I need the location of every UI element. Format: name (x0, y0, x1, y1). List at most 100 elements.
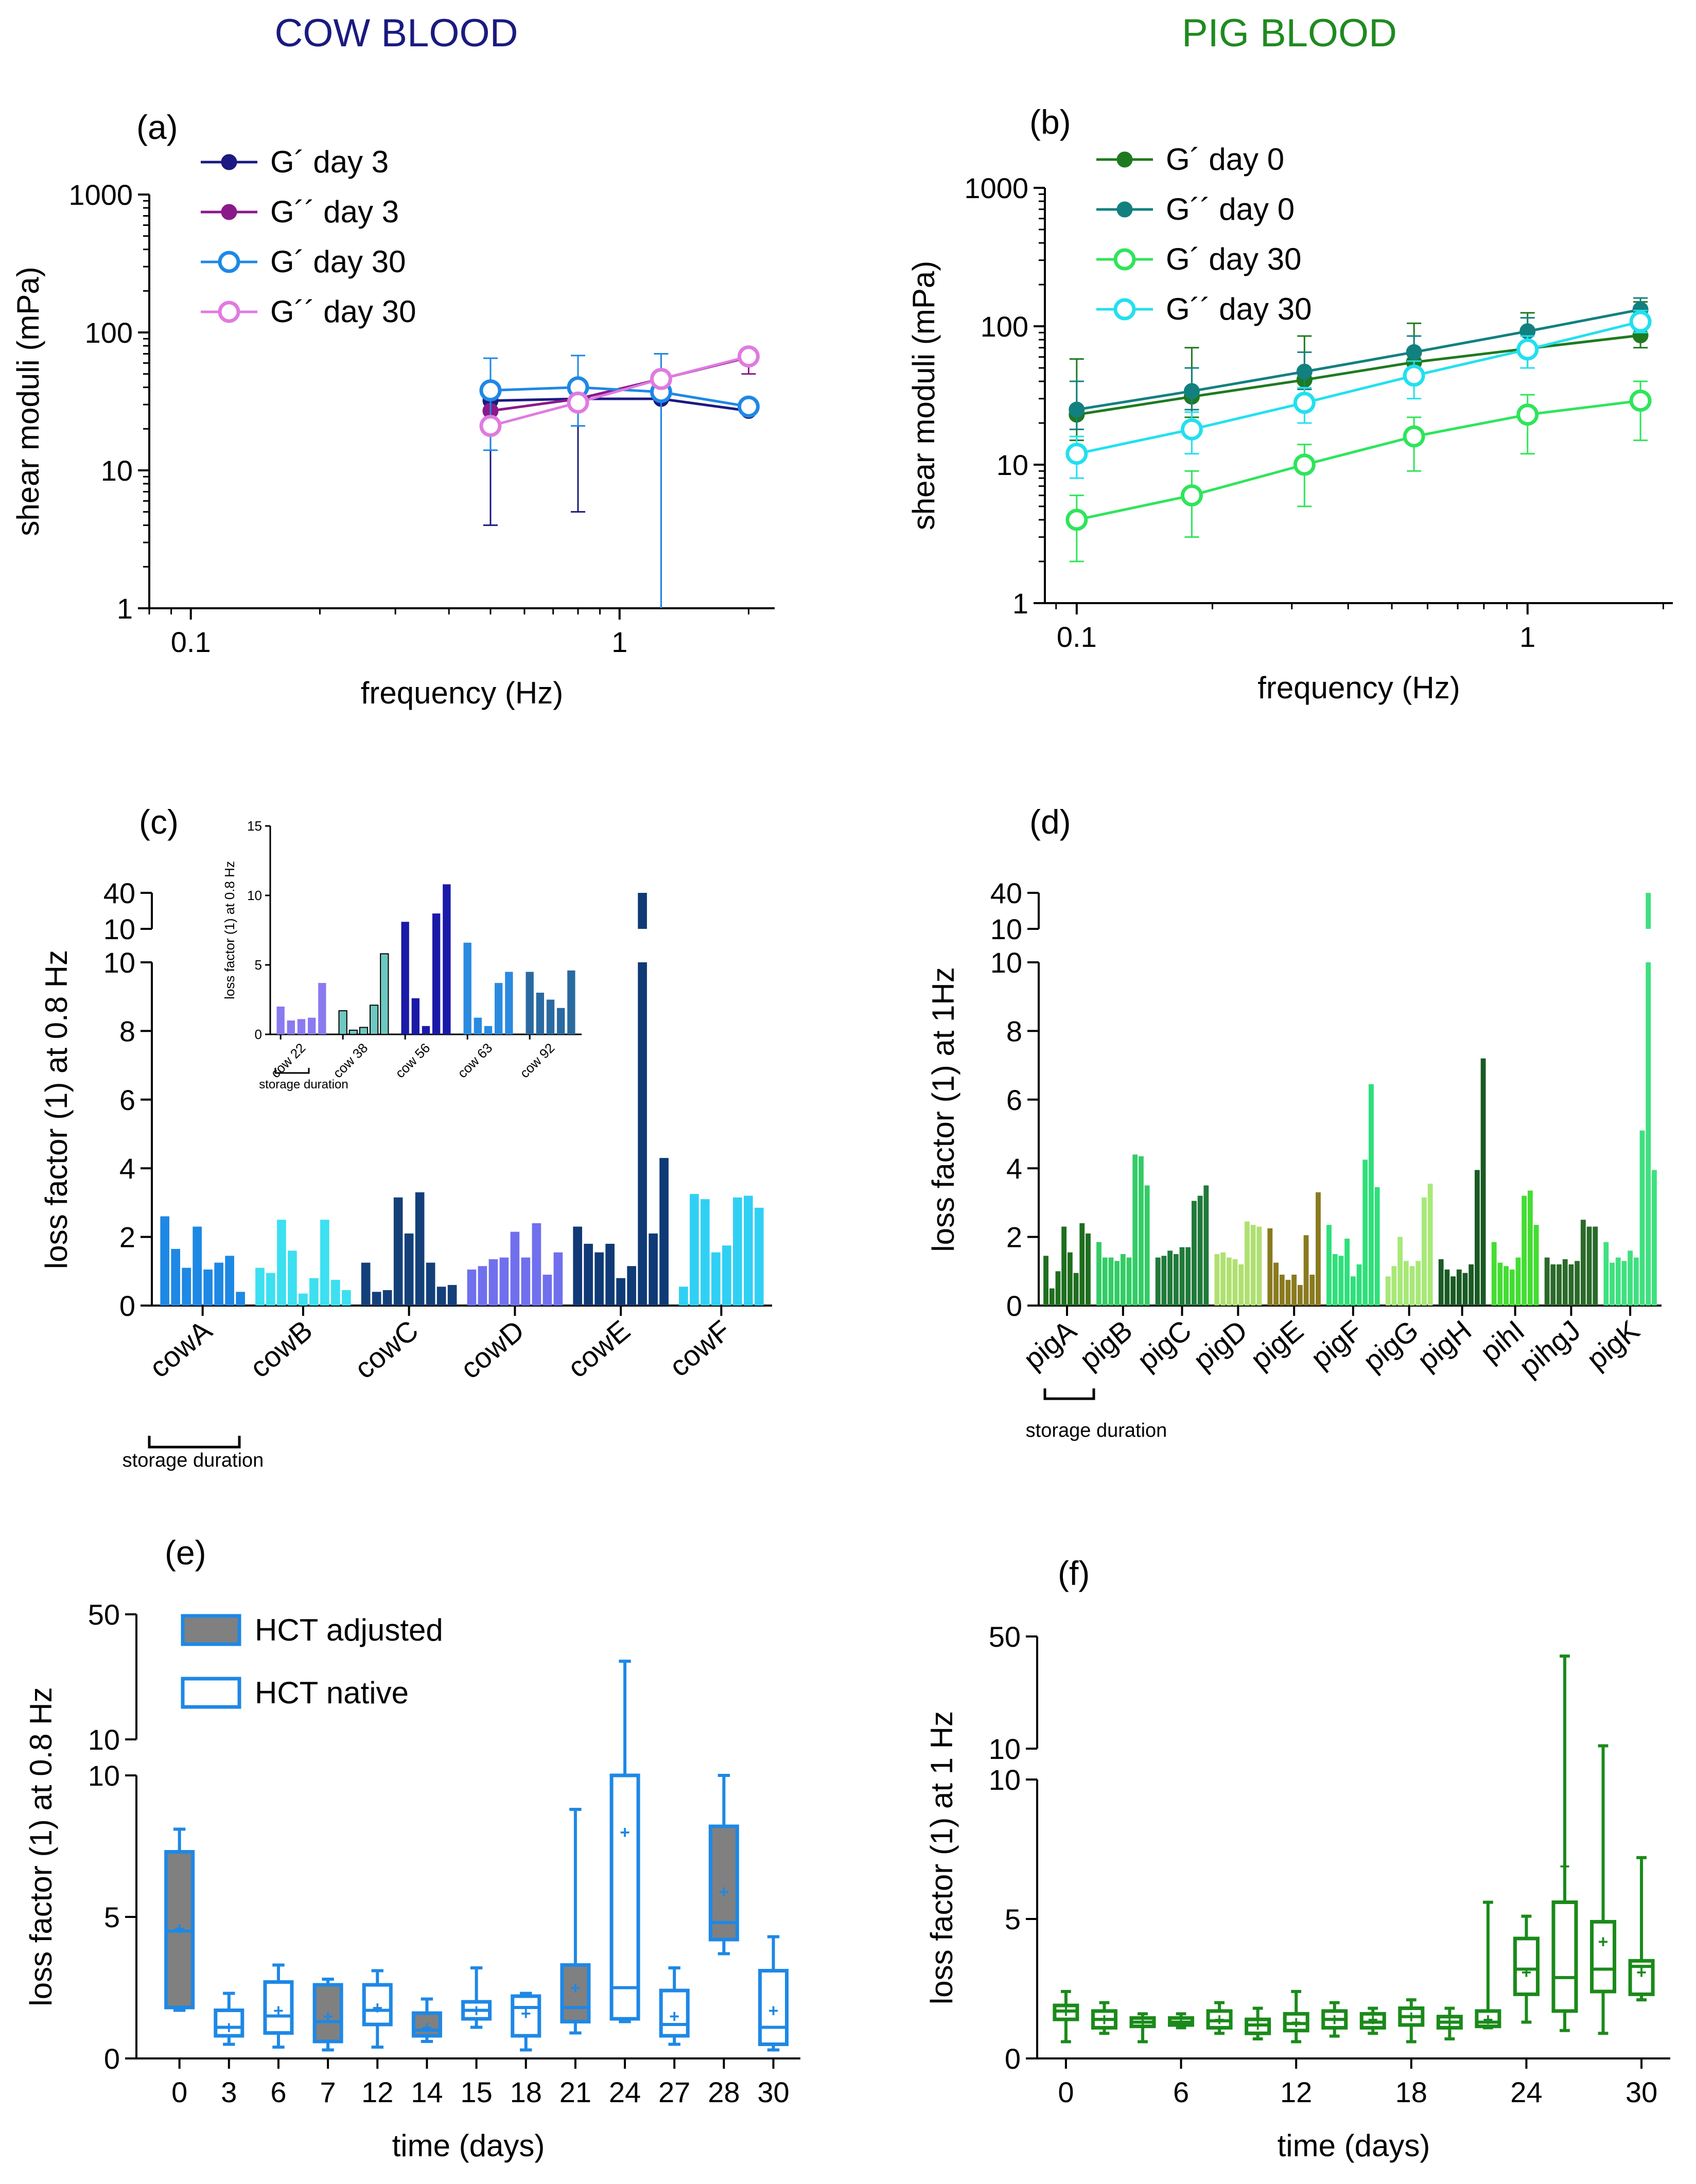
bar (1468, 1264, 1474, 1306)
x-tick-label: 30 (757, 2076, 789, 2108)
y-tick-label: 50 (989, 1621, 1021, 1653)
bar (1639, 1130, 1645, 1306)
mean-marker: + (1522, 1963, 1532, 1982)
bar (1250, 1225, 1256, 1306)
inset-x-tick-label: cow 92 (517, 1040, 557, 1081)
bar (1285, 1279, 1291, 1306)
bar (193, 1226, 202, 1306)
y-tick-label: 1 (117, 592, 133, 625)
box (1513, 1936, 1540, 1996)
y-axis-label: loss factor (1) at 1Hz (926, 967, 960, 1252)
mean-marker: + (1483, 2010, 1493, 2030)
panel-d-label: (d) (1029, 803, 1071, 841)
legend-label: G´´ day 30 (1166, 292, 1312, 326)
bar (1450, 1276, 1456, 1306)
bar (754, 1207, 764, 1306)
bar (1427, 1184, 1433, 1306)
bar (1422, 1197, 1427, 1306)
box (511, 1994, 541, 2038)
panel-a-label: (a) (136, 108, 178, 146)
bar (266, 1273, 275, 1306)
box (1475, 2009, 1501, 2029)
bar (573, 1226, 582, 1306)
inset-x-tick-label: cow 38 (330, 1040, 371, 1081)
panel-a-chart: 1 10 100 1000 0.1 1 frequency (Hz) shear moduli… (11, 145, 775, 710)
x-tick-label: 18 (510, 2076, 542, 2108)
x-tick-label: pigB (1073, 1314, 1138, 1376)
bar (1475, 1170, 1480, 1306)
data-point (1293, 453, 1316, 476)
storage-duration-bracket (1043, 1388, 1095, 1400)
bar (638, 962, 647, 1306)
data-point (1403, 364, 1425, 387)
data-point (1629, 310, 1652, 333)
y-axis-label: shear moduli (mPa) (906, 261, 941, 531)
legend-label: G´ day 30 (270, 244, 406, 279)
inset-bar (276, 1007, 285, 1034)
bar (1462, 1273, 1468, 1306)
bar (1067, 1252, 1073, 1306)
legend-label-native: HCT native (255, 1676, 409, 1710)
bar (1603, 1242, 1609, 1306)
inset-bar (380, 953, 389, 1035)
x-tick-label: pihgJ (1513, 1314, 1586, 1383)
series-line (490, 355, 749, 428)
bar (1633, 1257, 1639, 1306)
inset-storage-label: storage duration (259, 1078, 348, 1091)
bar (1497, 1262, 1503, 1306)
bar (1173, 1254, 1179, 1306)
x-tick-label: 0.1 (171, 626, 211, 658)
x-tick-label: pigH (1411, 1314, 1478, 1377)
bar (1161, 1256, 1167, 1306)
y-axis-label: shear moduli (mPa) (11, 267, 45, 536)
data-point (1296, 363, 1313, 380)
bar (1309, 1274, 1315, 1306)
bar (1126, 1257, 1132, 1306)
bar (1326, 1225, 1332, 1306)
x-tick-label: cowD (454, 1314, 530, 1385)
y-tick-label: 0 (1006, 1290, 1022, 1322)
y-axis-label: loss factor (1) at 1 Hz (924, 1711, 959, 2004)
data-point (1065, 508, 1088, 531)
x-tick-label: pigC (1131, 1314, 1198, 1377)
bar (1102, 1257, 1108, 1306)
bar (309, 1278, 319, 1306)
x-tick-label: pigK (1580, 1314, 1645, 1376)
bar (1356, 1264, 1362, 1306)
bar (203, 1269, 213, 1306)
bar (1444, 1269, 1450, 1306)
box (758, 1969, 789, 2046)
y-tick-label: 10 (103, 913, 135, 945)
x-tick-label: cowC (348, 1314, 425, 1385)
y-tick-label: 10 (88, 1759, 120, 1792)
bar (1049, 1288, 1055, 1306)
inset-y-tick-label: 0 (255, 1027, 262, 1042)
y-tick-label: 4 (119, 1152, 135, 1185)
data-point (1516, 403, 1539, 426)
y-tick-label: 10 (990, 946, 1022, 979)
pig-blood-heading: PIG BLOOD (1182, 11, 1397, 55)
bar (1438, 1259, 1444, 1306)
data-point (1069, 401, 1085, 418)
x-tick-label: 15 (460, 2076, 492, 2108)
x-tick-label: 0 (1058, 2076, 1074, 2108)
bar (1139, 1156, 1144, 1306)
bar (1338, 1256, 1344, 1306)
bar (372, 1292, 381, 1306)
y-tick-label: 0 (119, 1290, 135, 1322)
box (560, 1963, 591, 2023)
bar (1185, 1247, 1191, 1306)
inset-bar (474, 1017, 482, 1034)
inset-bar (495, 983, 503, 1034)
mean-marker: + (323, 2007, 333, 2027)
bar (1179, 1247, 1185, 1306)
mean-marker: + (224, 2018, 234, 2038)
y-tick-label: 10 (88, 1723, 120, 1756)
legend-label: G´´ day 30 (270, 294, 416, 329)
bar (1238, 1264, 1244, 1306)
x-tick-label: 12 (1280, 2076, 1312, 2108)
data-point (1180, 484, 1203, 507)
data-point (737, 395, 760, 418)
legend-marker (221, 204, 237, 220)
